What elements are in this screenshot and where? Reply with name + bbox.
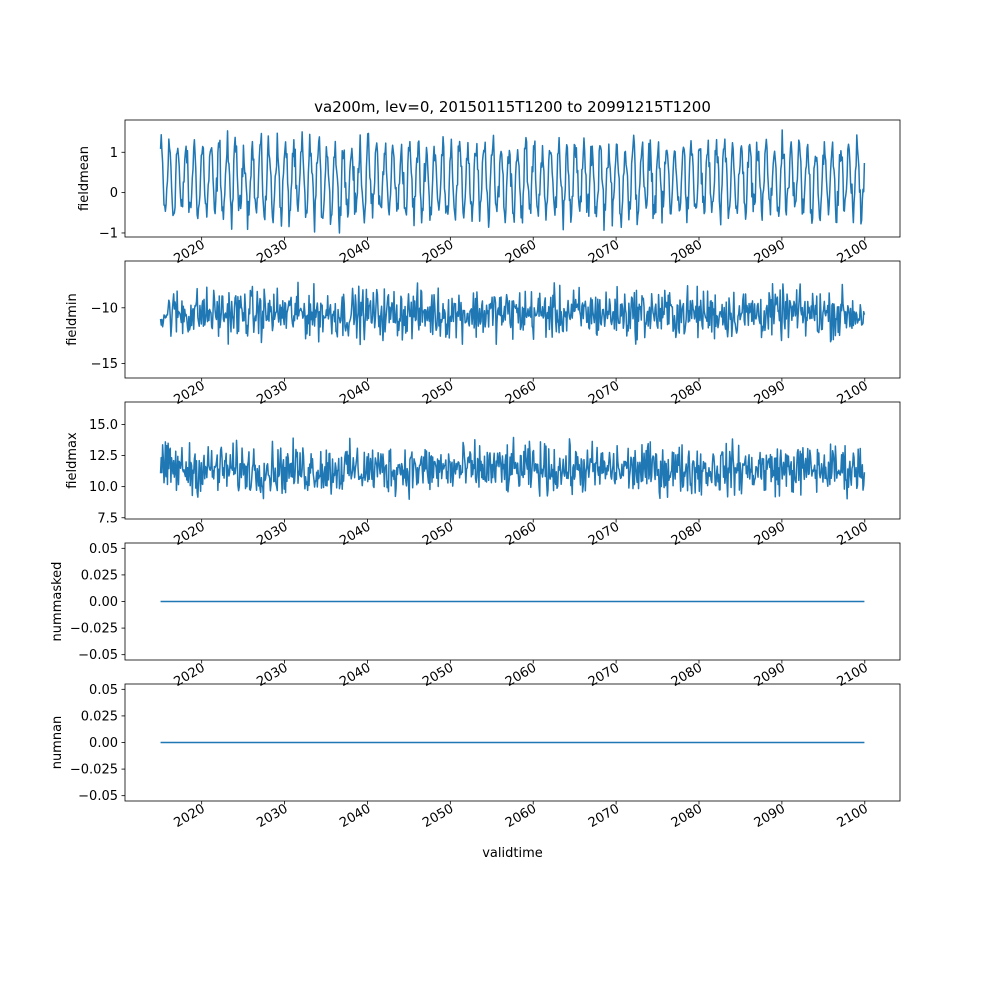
fieldmean-ytick-label: 0 bbox=[110, 186, 118, 201]
nummasked-xtick-label: 2080 bbox=[669, 660, 705, 690]
fieldmean-ylabel: fieldmean bbox=[77, 146, 92, 211]
fieldmean-xtick-label: 2070 bbox=[586, 237, 622, 267]
fieldmax-ytick-label: 7.5 bbox=[97, 511, 118, 526]
fieldmax-ytick-label: 12.5 bbox=[89, 449, 118, 464]
numnan-xtick-label: 2060 bbox=[503, 801, 539, 831]
fieldmin-xtick-label: 2040 bbox=[337, 378, 373, 408]
nummasked-ytick-label: −0.05 bbox=[78, 648, 118, 663]
nummasked-xtick-label: 2100 bbox=[835, 660, 871, 690]
fieldmin-xtick-label: 2070 bbox=[586, 378, 622, 408]
fieldmin-xtick-label: 2020 bbox=[172, 378, 208, 408]
fieldmean-xtick-label: 2020 bbox=[172, 237, 208, 267]
numnan-xtick-label: 2100 bbox=[835, 801, 871, 831]
fieldmax-ylabel: fieldmax bbox=[65, 432, 80, 489]
numnan-xtick-label: 2050 bbox=[420, 801, 456, 831]
fieldmax-xtick-label: 2070 bbox=[586, 519, 622, 549]
nummasked-ytick-label: −0.025 bbox=[70, 622, 118, 637]
fieldmax-xtick-label: 2030 bbox=[254, 519, 290, 549]
numnan-ytick-label: −0.05 bbox=[78, 789, 118, 804]
fieldmax-xtick-label: 2040 bbox=[337, 519, 373, 549]
fieldmin-ylabel: fieldmin bbox=[65, 293, 80, 346]
fieldmean-xtick-label: 2030 bbox=[254, 237, 290, 267]
numnan-ytick-label: 0.05 bbox=[89, 683, 118, 698]
numnan-xtick-label: 2040 bbox=[337, 801, 373, 831]
nummasked-xtick-label: 2070 bbox=[586, 660, 622, 690]
fieldmin-xtick-label: 2030 bbox=[254, 378, 290, 408]
fieldmax-xtick-label: 2020 bbox=[172, 519, 208, 549]
numnan-ytick-label: −0.025 bbox=[70, 763, 118, 778]
numnan-ylabel: numnan bbox=[50, 716, 65, 770]
nummasked-ytick-label: 0.00 bbox=[89, 595, 118, 610]
nummasked-ylabel: nummasked bbox=[50, 562, 65, 642]
chart-title: va200m, lev=0, 20150115T1200 to 20991215… bbox=[314, 98, 711, 116]
fieldmean-xtick-label: 2100 bbox=[835, 237, 871, 267]
numnan-ytick-label: 0.025 bbox=[81, 709, 118, 724]
fieldmin-xtick-label: 2060 bbox=[503, 378, 539, 408]
numnan-xtick-label: 2070 bbox=[586, 801, 622, 831]
fieldmax-axes-frame bbox=[124, 401, 901, 520]
fieldmax-xtick-label: 2090 bbox=[752, 519, 788, 549]
fieldmean-axes-frame bbox=[124, 119, 901, 238]
panel-fieldmean: −1 0 1 2020 2030 2040 2050 2060 2070 2080 2090 2100… bbox=[77, 119, 901, 267]
fieldmean-ytick-label: 1 bbox=[110, 146, 118, 161]
fieldmax-xtick-label: 2100 bbox=[835, 519, 871, 549]
fieldmin-ytick-label: −15 bbox=[91, 357, 118, 372]
fieldmax-series-line bbox=[159, 436, 866, 500]
panel-numnan: −0.05 −0.025 0.00 0.025 0.05 2020 2030 2040 2050… bbox=[50, 683, 901, 831]
fieldmean-xtick-label: 2080 bbox=[669, 237, 705, 267]
panel-fieldmax: 7.5 10.0 12.5 15.0 2020 2030 2040 2050 2060 2070 2… bbox=[65, 401, 901, 549]
numnan-ytick-label: 0.00 bbox=[89, 736, 118, 751]
fieldmean-xtick-label: 2060 bbox=[503, 237, 539, 267]
nummasked-xtick-label: 2040 bbox=[337, 660, 373, 690]
fieldmax-xtick-label: 2050 bbox=[420, 519, 456, 549]
x-axis-label: validtime bbox=[482, 846, 543, 861]
numnan-xtick-label: 2030 bbox=[254, 801, 290, 831]
fieldmean-series-line bbox=[159, 129, 866, 234]
fieldmax-xtick-label: 2080 bbox=[669, 519, 705, 549]
fieldmax-xtick-label: 2060 bbox=[503, 519, 539, 549]
fieldmin-xtick-label: 2080 bbox=[669, 378, 705, 408]
fieldmin-ytick-label: −10 bbox=[91, 301, 118, 316]
fieldmin-series-line bbox=[159, 281, 866, 346]
numnan-xtick-label: 2020 bbox=[172, 801, 208, 831]
fieldmean-ytick-label: −1 bbox=[99, 226, 118, 241]
nummasked-ytick-label: 0.05 bbox=[89, 542, 118, 557]
nummasked-xtick-label: 2050 bbox=[420, 660, 456, 690]
fieldmean-xtick-label: 2090 bbox=[752, 237, 788, 267]
numnan-xtick-label: 2090 bbox=[752, 801, 788, 831]
numnan-xtick-label: 2080 bbox=[669, 801, 705, 831]
panel-fieldmin: −15 −10 2020 2030 2040 2050 2060 2070 2080 2090 21… bbox=[65, 260, 901, 408]
fieldmin-axes-frame bbox=[124, 260, 901, 379]
fieldmin-xtick-label: 2100 bbox=[835, 378, 871, 408]
fieldmean-xtick-label: 2040 bbox=[337, 237, 373, 267]
fieldmin-xtick-label: 2090 bbox=[752, 378, 788, 408]
fieldmin-xtick-label: 2050 bbox=[420, 378, 456, 408]
nummasked-xtick-label: 2020 bbox=[172, 660, 208, 690]
nummasked-ytick-label: 0.025 bbox=[81, 568, 118, 583]
fieldmax-ytick-label: 10.0 bbox=[89, 480, 118, 495]
nummasked-xtick-label: 2090 bbox=[752, 660, 788, 690]
nummasked-xtick-label: 2060 bbox=[503, 660, 539, 690]
fieldmean-xtick-label: 2050 bbox=[420, 237, 456, 267]
nummasked-xtick-label: 2030 bbox=[254, 660, 290, 690]
fieldmax-ytick-label: 15.0 bbox=[89, 418, 118, 433]
panel-nummasked: −0.05 −0.025 0.00 0.025 0.05 2020 2030 2040 2050… bbox=[50, 542, 901, 690]
